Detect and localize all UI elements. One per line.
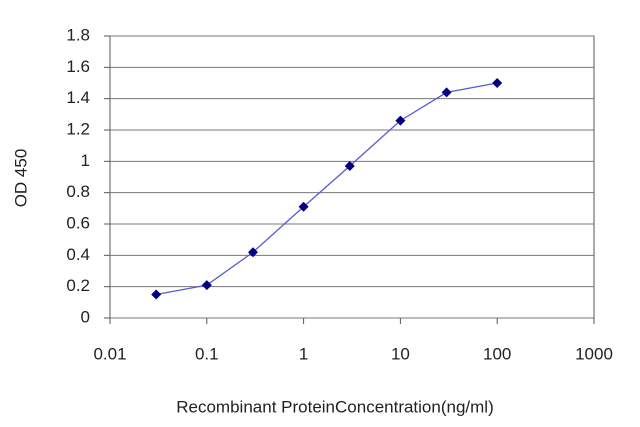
y-tick-label: 0.2 xyxy=(66,276,90,295)
y-axis-label: OD 450 xyxy=(11,149,30,208)
y-tick-label: 0.6 xyxy=(66,213,90,232)
x-tick-label: 10 xyxy=(391,344,410,363)
data-point xyxy=(151,289,162,300)
data-point xyxy=(201,280,212,291)
y-tick-label: 0.4 xyxy=(66,245,90,264)
x-tick-label: 100 xyxy=(483,344,511,363)
data-point xyxy=(247,247,258,258)
x-tick-label: 1 xyxy=(299,344,308,363)
x-axis-label: Recombinant ProteinConcentration(ng/ml) xyxy=(176,397,494,416)
y-tick-label: 1.2 xyxy=(66,119,90,138)
data-point xyxy=(441,87,452,98)
y-tick-label: 1 xyxy=(81,151,90,170)
data-point xyxy=(492,78,503,88)
y-tick-label: 1.4 xyxy=(66,88,90,107)
data-line xyxy=(156,82,498,296)
y-tick-label: 0 xyxy=(81,307,90,326)
x-tick-label: 0.1 xyxy=(195,344,219,363)
data-point xyxy=(298,201,309,212)
data-point xyxy=(395,115,406,126)
data-point xyxy=(344,161,355,172)
x-tick-label: 1000 xyxy=(575,344,613,363)
y-tick-label: 1.6 xyxy=(66,57,90,76)
x-tick-label: 0.01 xyxy=(93,344,126,363)
plot-frame xyxy=(109,35,595,319)
y-tick-label: 1.8 xyxy=(66,25,90,44)
y-tick-label: 0.8 xyxy=(66,182,90,201)
